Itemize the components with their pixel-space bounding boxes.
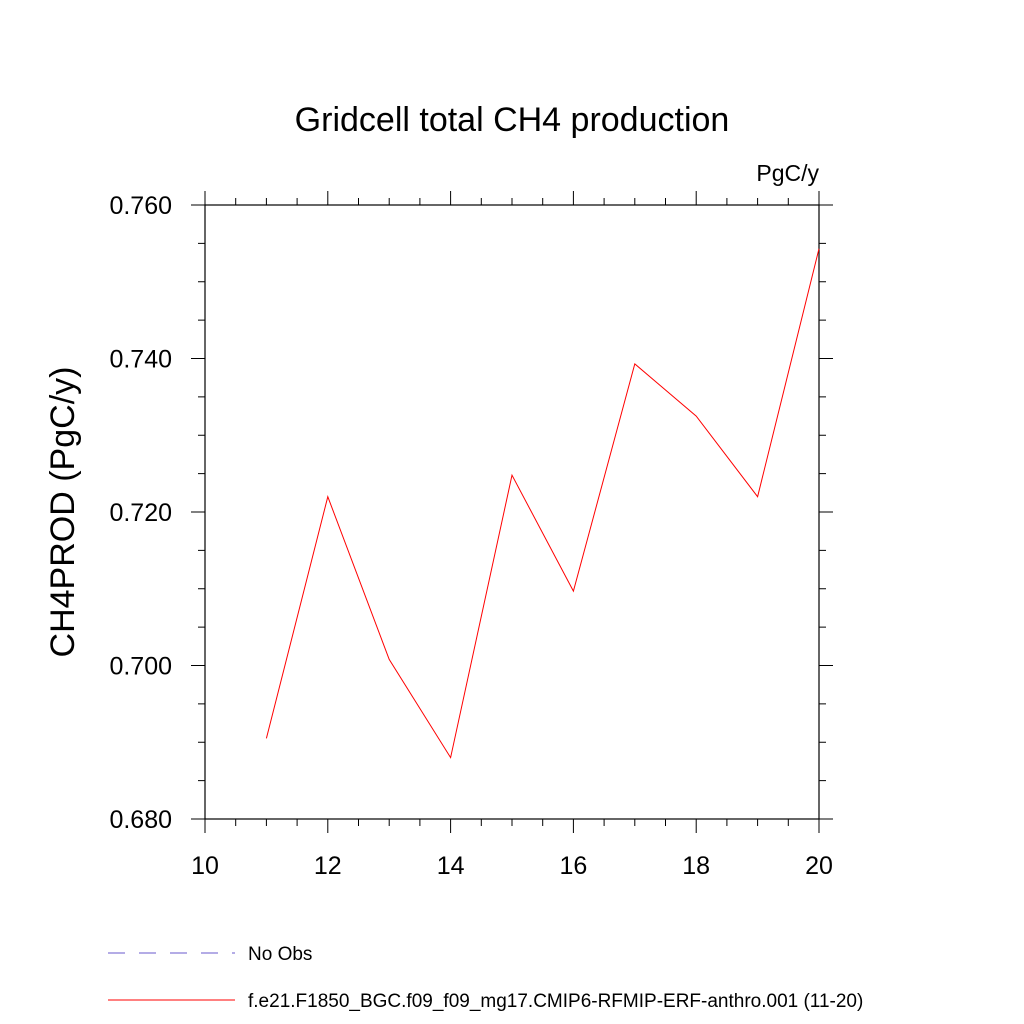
x-tick-label: 18 bbox=[682, 852, 710, 880]
x-tick-label: 20 bbox=[805, 852, 833, 880]
legend-label: No Obs bbox=[248, 944, 312, 965]
axis-tick-labels: 10 12 14 16 18 20 0.680 0.700 0.720 0.740 0.760 bbox=[109, 192, 832, 880]
y-tick-label: 0.720 bbox=[109, 499, 172, 527]
series-layer bbox=[265, 248, 820, 759]
chart-title: Gridcell total CH4 production bbox=[295, 101, 730, 139]
x-tick-label: 14 bbox=[437, 852, 465, 880]
y-tick-label: 0.740 bbox=[109, 346, 172, 374]
plot-frame bbox=[204, 204, 820, 820]
x-tick-label: 12 bbox=[314, 852, 342, 880]
x-tick-label: 10 bbox=[191, 852, 219, 880]
legend: No Obs f.e21.F1850_BGC.f09_f09_mg17.CMIP6… bbox=[108, 944, 863, 1012]
y-tick-label: 0.760 bbox=[109, 192, 172, 220]
legend-label: f.e21.F1850_BGC.f09_f09_mg17.CMIP6-RFMIP… bbox=[248, 991, 863, 1012]
axis-ticks bbox=[191, 191, 833, 833]
y-tick-label: 0.680 bbox=[109, 806, 172, 834]
x-tick-label: 16 bbox=[559, 852, 587, 880]
y-tick-label: 0.700 bbox=[109, 653, 172, 681]
units-label: PgC/y bbox=[756, 160, 819, 186]
series-line bbox=[265, 248, 820, 759]
y-axis-label: CH4PROD (PgC/y) bbox=[44, 367, 82, 658]
